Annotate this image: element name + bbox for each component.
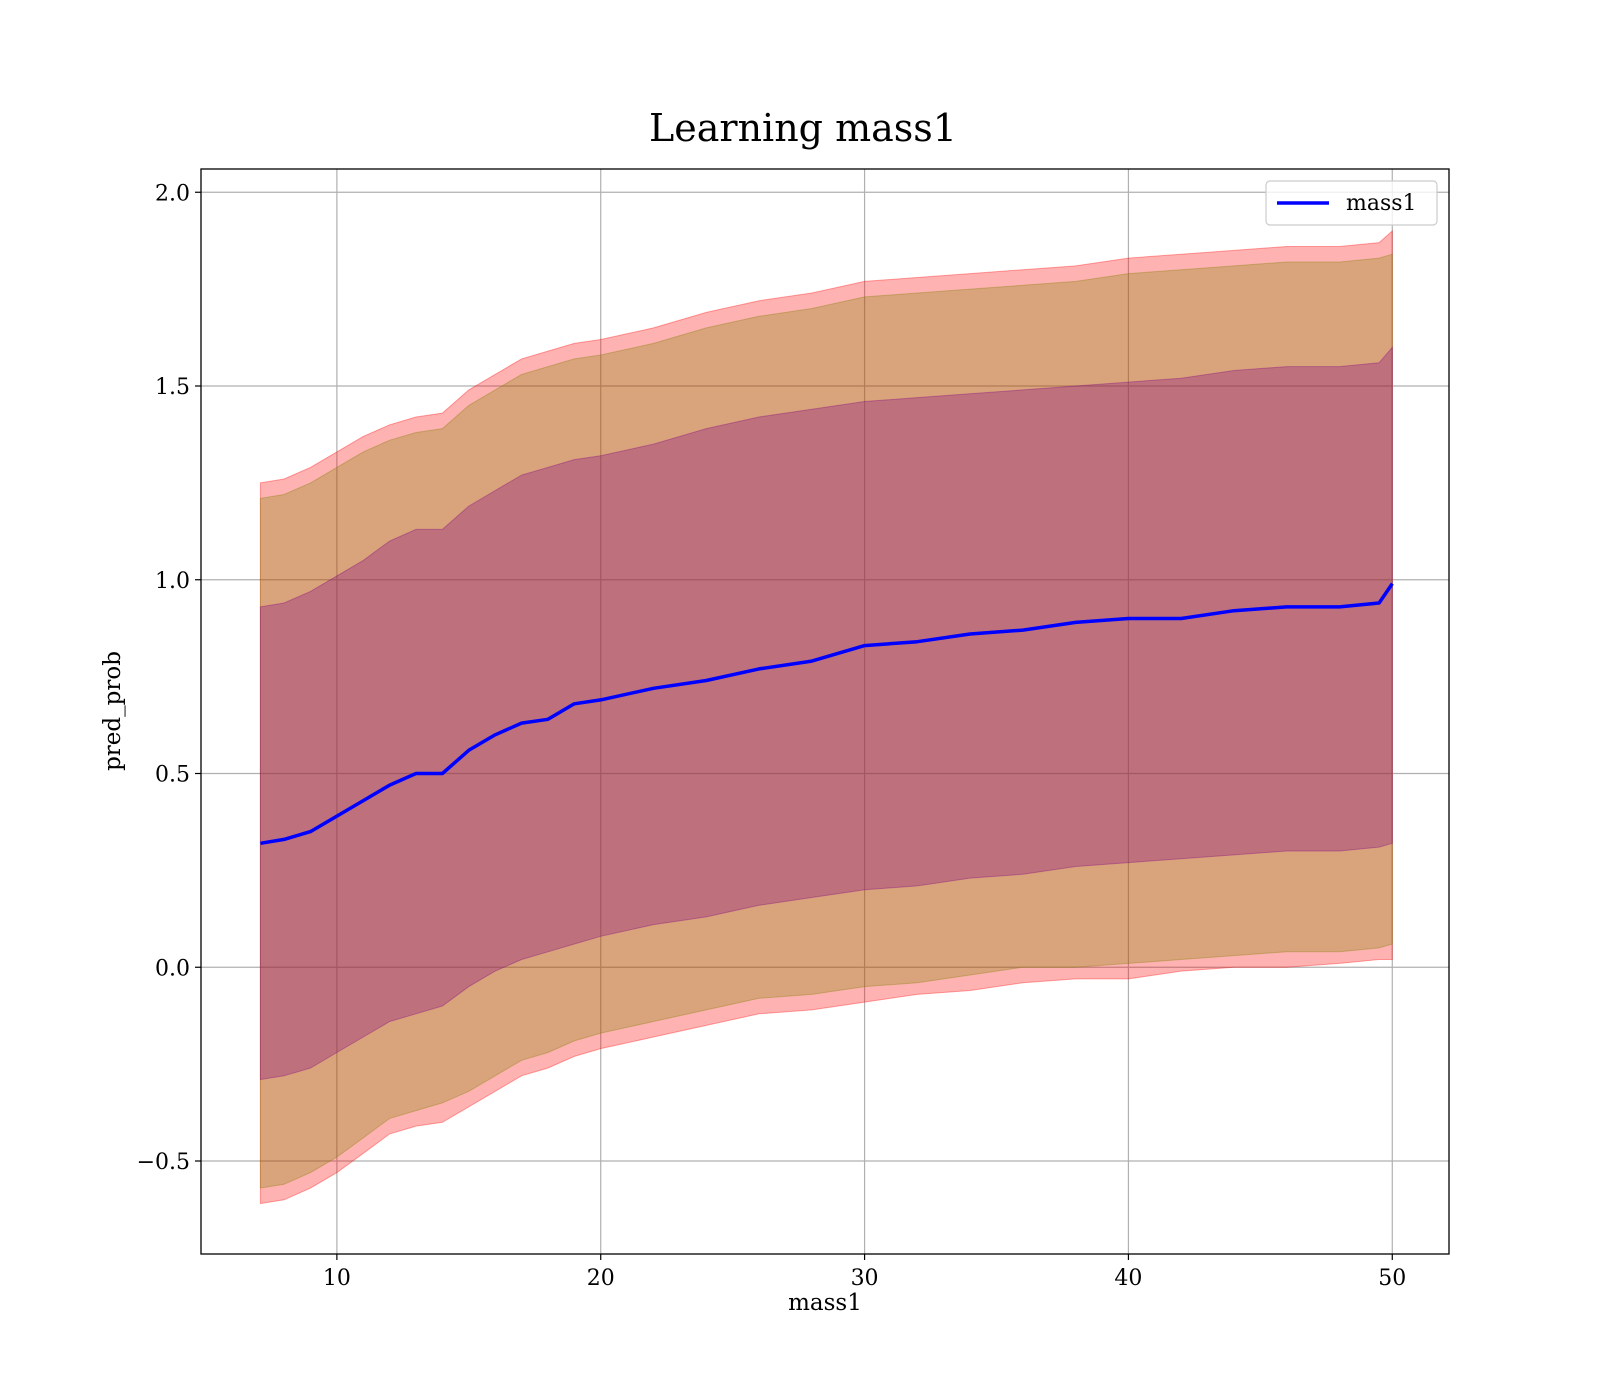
y-tick-label: 0.5 — [155, 763, 190, 788]
grid — [201, 169, 1449, 1254]
legend-label-mass1: mass1 — [1346, 191, 1417, 216]
confidence-band-0 — [259, 229, 1393, 1205]
x-tick-label: 40 — [1114, 1266, 1142, 1291]
y-tick-label: −0.5 — [137, 1150, 190, 1175]
y-tick-label: 1.5 — [155, 375, 190, 400]
axis-ticks: 10 20 30 40 50 −0.5 0.0 0.5 1.0 1.5 2.0 — [137, 181, 1407, 1291]
series-line-mass1 — [260, 582, 1394, 846]
legend: mass1 — [1265, 180, 1438, 226]
legend-box — [1265, 180, 1438, 226]
y-axis-label: pred_prob — [100, 651, 126, 771]
y-tick-label: 1.0 — [155, 569, 190, 594]
y-tick-label: 2.0 — [155, 181, 190, 206]
x-tick-label: 10 — [323, 1266, 351, 1291]
x-axis-label: mass1 — [788, 1290, 862, 1316]
confidence-band-1 — [259, 253, 1393, 1189]
confidence-bands — [259, 229, 1393, 1205]
x-tick-label: 20 — [587, 1266, 615, 1291]
series-lines — [260, 582, 1394, 846]
confidence-band-2 — [259, 345, 1393, 1081]
x-tick-label: 50 — [1378, 1266, 1406, 1291]
plot-frame — [200, 168, 1450, 1255]
y-tick-label: 0.0 — [155, 956, 190, 981]
x-tick-label: 30 — [851, 1266, 879, 1291]
chart-title: Learning mass1 — [649, 106, 957, 150]
